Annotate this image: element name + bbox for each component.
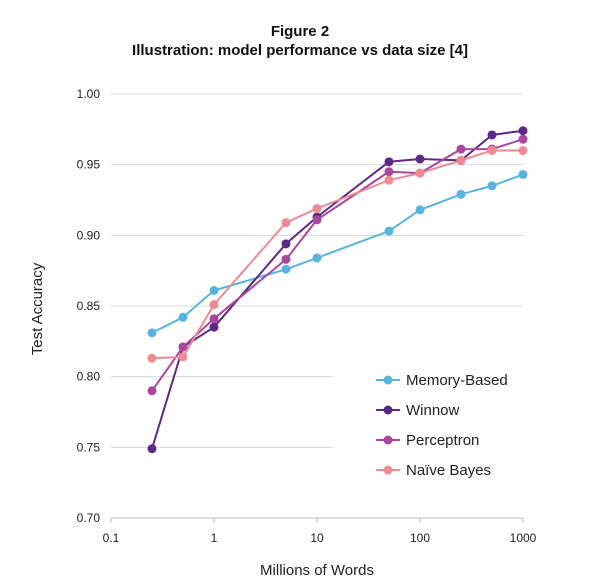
y-tick-label: 0.95 [77,158,101,172]
y-tick-label: 0.80 [77,370,101,384]
legend-label: Perceptron [406,432,479,449]
data-point [487,181,497,191]
x-tick-label: 100 [410,531,430,545]
legend-marker [383,435,393,445]
data-point [518,170,528,180]
data-point [178,342,188,352]
axes: 0.70 0.75 0.80 0.85 0.90 0.95 1.00 0.1 1 10 100 100… [77,87,537,545]
y-tick-label: 0.90 [77,228,101,242]
data-point [456,144,466,154]
legend-label: Winnow [406,402,460,419]
series-winnow [147,126,528,454]
legend-label: Naïve Bayes [406,462,491,479]
data-point [384,226,394,236]
chart-subtitle: Illustration: model performance vs data … [132,42,468,59]
data-point [456,189,466,199]
legend-item: Memory-Based [376,372,508,389]
data-point [518,134,528,144]
data-point [147,386,157,396]
data-point [281,254,291,264]
series-perceptron [147,134,528,396]
data-point [178,312,188,322]
series-line [151,149,523,360]
data-point [518,146,528,156]
legend-item: Winnow [376,402,460,419]
series-line [151,138,524,392]
series-group [147,126,528,454]
x-tick-label: 10 [310,531,324,545]
x-tick-label: 0.1 [103,531,120,545]
data-point [456,155,466,165]
data-point [209,314,219,324]
data-point [384,167,394,177]
y-tick-label: 1.00 [77,87,101,101]
data-point [312,215,322,225]
x-tick-label: 1000 [510,531,537,545]
data-point [384,175,394,185]
legend-marker [383,405,393,415]
series-memory-based [147,170,528,338]
x-axis-label: Millions of Words [260,562,374,579]
data-point [415,205,425,215]
series-line [151,129,524,449]
data-point [281,264,291,274]
legend-marker [383,375,393,385]
data-point [415,154,425,164]
data-point [209,285,219,295]
series-line [151,173,524,334]
data-point [281,239,291,249]
y-axis-label: Test Accuracy [29,262,46,355]
legend-label: Memory-Based [406,372,508,389]
data-point [518,126,528,136]
y-tick-label: 0.75 [77,440,101,454]
data-point [147,328,157,338]
data-point [312,203,322,213]
data-point [384,157,394,167]
data-point [209,300,219,310]
data-point [147,444,157,454]
data-point [209,322,219,332]
chart-title: Figure 2 [271,23,329,40]
data-point [178,352,188,362]
y-tick-label: 0.85 [77,299,101,313]
data-point [487,146,497,156]
data-point [147,353,157,363]
legend: Memory-Based Winnow Perceptron Naïve Bayes [376,372,508,479]
legend-item: Perceptron [376,432,479,449]
data-point [281,218,291,228]
legend-item: Naïve Bayes [376,462,491,479]
data-point [487,130,497,140]
legend-marker [383,465,393,475]
series-na-ve-bayes [147,146,528,363]
y-tick-label: 0.70 [77,511,101,525]
gridlines [111,93,523,448]
data-point [312,253,322,263]
data-point [415,168,425,178]
x-tick-label: 1 [211,531,218,545]
